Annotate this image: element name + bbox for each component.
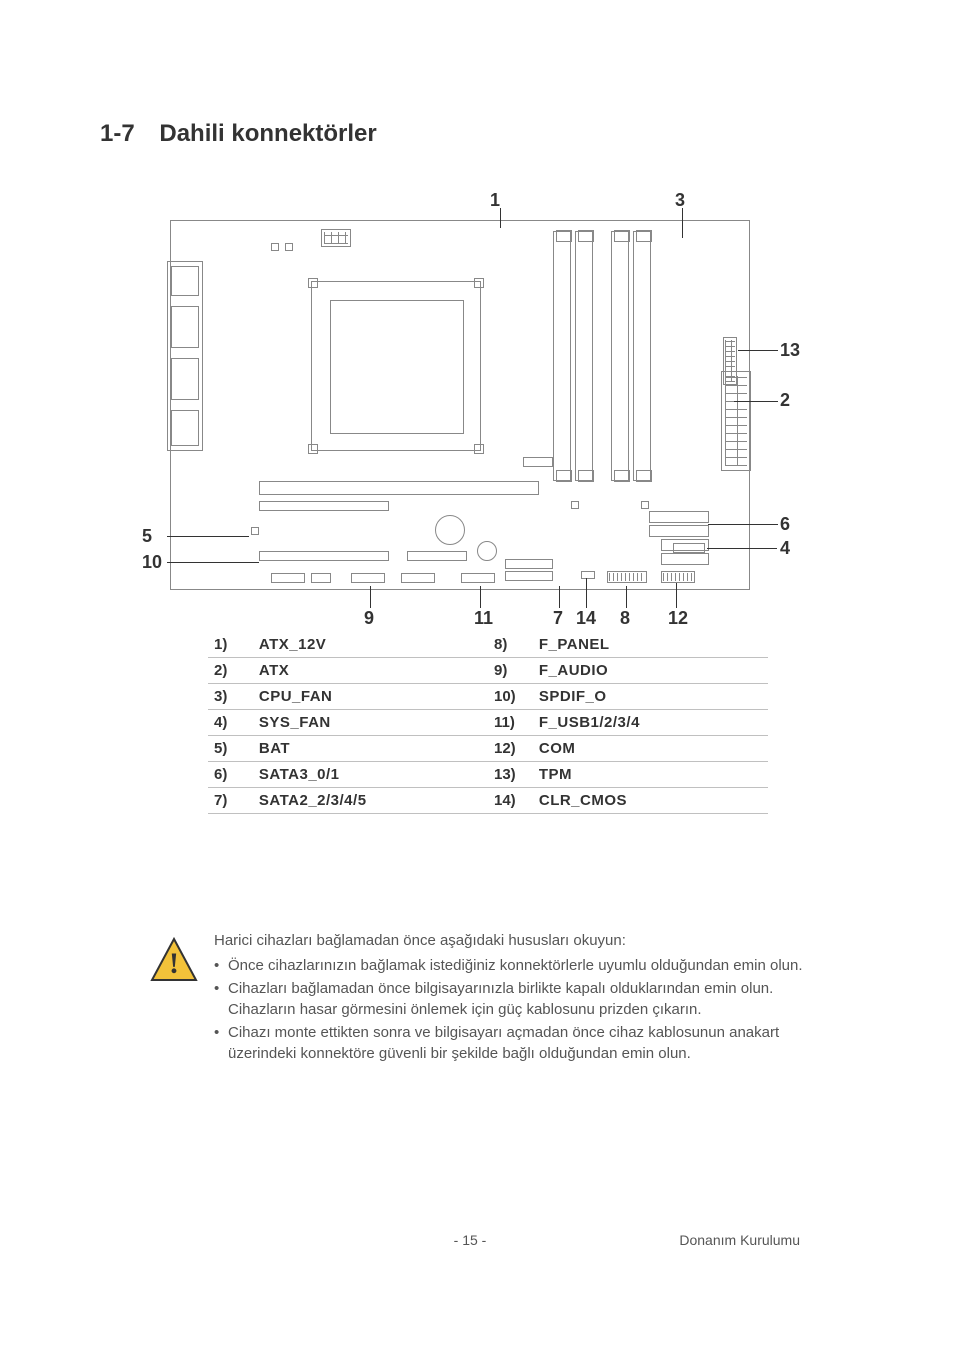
- warning-item: Cihazı monte ettikten sonra ve bilgisaya…: [214, 1022, 830, 1064]
- section-title-text: Dahili konnektörler: [159, 120, 376, 147]
- callout-13: 13: [780, 340, 800, 361]
- board-outline: [170, 220, 750, 590]
- section-number: 1-7: [100, 120, 135, 147]
- warning-item: Önce cihazlarınızın bağlamak istediğiniz…: [214, 955, 830, 976]
- callout-8: 8: [620, 608, 630, 629]
- warning-item: Cihazları bağlamadan önce bilgisayarınız…: [214, 978, 830, 1020]
- dimm-slot: [553, 231, 571, 481]
- page-number: - 15 -: [360, 1232, 580, 1248]
- svg-text:!: !: [169, 947, 179, 980]
- callout-9: 9: [364, 608, 374, 629]
- tpm-header: [723, 337, 737, 385]
- section-heading: 1-7 Dahili konnektörler: [100, 120, 377, 148]
- callout-1: 1: [490, 190, 500, 211]
- footer-section: Donanım Kurulumu: [580, 1232, 800, 1248]
- page-footer: - 15 - Donanım Kurulumu: [0, 1232, 960, 1248]
- callout-3: 3: [675, 190, 685, 211]
- io-panel: [167, 261, 203, 451]
- fpanel-header: [607, 571, 647, 583]
- cpu-socket: [311, 281, 481, 451]
- table-row: 2)ATX9)F_AUDIO: [208, 658, 768, 684]
- callout-2: 2: [780, 390, 790, 411]
- pcie-slot: [259, 501, 389, 511]
- callout-14: 14: [576, 608, 596, 629]
- sata-port: [661, 539, 709, 551]
- table-row: 6)SATA3_0/113)TPM: [208, 762, 768, 788]
- warning-lead: Harici cihazları bağlamadan önce aşağıda…: [214, 930, 830, 951]
- callout-11: 11: [474, 608, 493, 629]
- warning-icon: !: [150, 936, 198, 984]
- connector-table: 1)ATX_12V8)F_PANEL2)ATX9)F_AUDIO3)CPU_FA…: [208, 632, 768, 814]
- callout-4: 4: [780, 538, 790, 559]
- callout-12: 12: [668, 608, 688, 629]
- motherboard-diagram: 1313264510911714812: [170, 220, 750, 590]
- warning-block: ! Harici cihazları bağlamadan önce aşağı…: [150, 930, 830, 1066]
- sata-port: [649, 511, 709, 523]
- dimm-slot: [575, 231, 593, 481]
- table-row: 5)BAT12)COM: [208, 736, 768, 762]
- callout-10: 10: [142, 552, 162, 573]
- table-row: 3)CPU_FAN10)SPDIF_O: [208, 684, 768, 710]
- cpu-fan-header: [523, 457, 553, 467]
- table-row: 1)ATX_12V8)F_PANEL: [208, 632, 768, 658]
- sata-port: [505, 559, 553, 569]
- dimm-slot: [633, 231, 651, 481]
- battery: [435, 515, 465, 545]
- table-row: 4)SYS_FAN11)F_USB1/2/3/4: [208, 710, 768, 736]
- sata-port: [505, 571, 553, 581]
- sata-port: [649, 525, 709, 537]
- callout-5: 5: [142, 526, 152, 547]
- dimm-slot: [611, 231, 629, 481]
- atx-power: [721, 371, 751, 471]
- pcie-slot: [259, 551, 389, 561]
- sata-port: [661, 553, 709, 565]
- atx12v-header: [321, 229, 351, 247]
- pcie-slot: [259, 481, 539, 495]
- callout-6: 6: [780, 514, 790, 535]
- callout-7: 7: [553, 608, 563, 629]
- com-header: [661, 571, 695, 583]
- table-row: 7)SATA2_2/3/4/514)CLR_CMOS: [208, 788, 768, 814]
